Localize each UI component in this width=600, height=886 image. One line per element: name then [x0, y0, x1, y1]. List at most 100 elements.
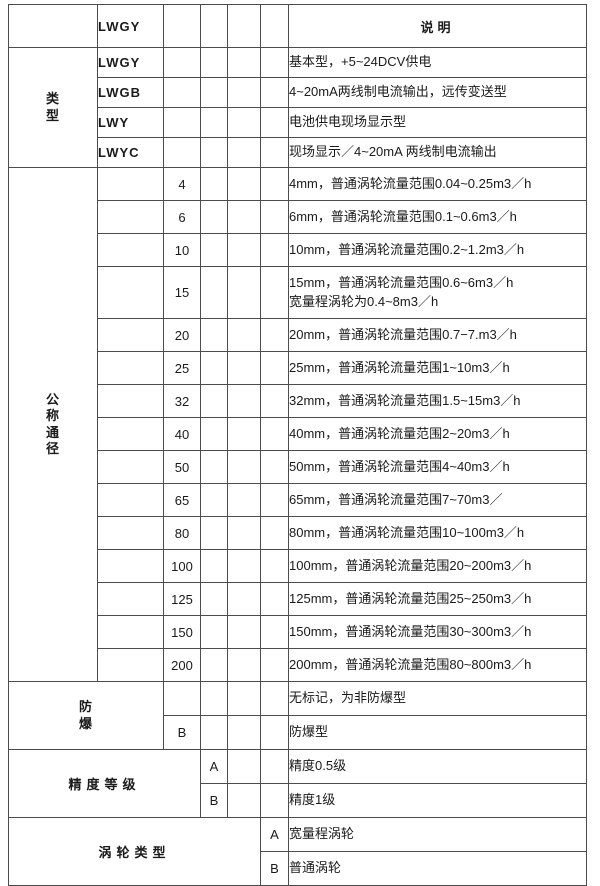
- spacer-cell: [260, 749, 289, 784]
- table-row: 150 150mm，普通涡轮流量范围30~300m3／h: [9, 615, 587, 649]
- spacer-cell: [227, 47, 261, 78]
- spacer-cell: [260, 715, 289, 750]
- table-row: 80 80mm，普通涡轮流量范围10~100m3／h: [9, 516, 587, 550]
- spacer-cell: [260, 200, 289, 234]
- spacer-cell: [227, 200, 261, 234]
- spacer-cell: [97, 516, 164, 550]
- spacer-cell: [260, 77, 289, 108]
- header-spacer-1: [163, 4, 201, 48]
- spacer-cell: [97, 450, 164, 484]
- table-row: 10 10mm，普通涡轮流量范围0.2~1.2m3／h: [9, 233, 587, 267]
- description-cell: 电池供电现场显示型: [288, 107, 587, 138]
- spacer-cell: [200, 47, 228, 78]
- spacer-cell: [200, 516, 228, 550]
- description-cell: 宽量程涡轮: [288, 817, 587, 852]
- code-cell: 125: [163, 582, 201, 616]
- spacer-cell: [260, 615, 289, 649]
- code-cell: B: [163, 715, 201, 750]
- code-cell: 100: [163, 549, 201, 583]
- description-cell: 无标记，为非防爆型: [288, 681, 587, 716]
- code-cell: 32: [163, 384, 201, 418]
- header-spacer-4: [260, 4, 289, 48]
- spacer-cell: [200, 384, 228, 418]
- spacer-cell: [200, 582, 228, 616]
- description-line-1: 15mm，普通涡轮流量范围0.6~6m3／h: [289, 274, 514, 290]
- table-row: B 防爆型: [9, 715, 587, 750]
- spacer-cell: [97, 233, 164, 267]
- spacer-cell: [260, 318, 289, 352]
- description-cell: 现场显示／4~20mA 两线制电流输出: [288, 137, 587, 168]
- spacer-cell: [227, 549, 261, 583]
- header-blank-cell: [8, 4, 98, 48]
- spacer-cell: [200, 266, 228, 319]
- section-label-char: 爆: [78, 715, 93, 731]
- spacer-cell: [260, 167, 289, 201]
- description-cell: 50mm，普通涡轮流量范围4~40m3／h: [288, 450, 587, 484]
- table-row: 类 型 LWGY 基本型，+5~24DCV供电: [8, 47, 587, 168]
- spacer-cell: [260, 107, 289, 138]
- spacer-cell: [163, 137, 201, 168]
- spacer-cell: [97, 318, 164, 352]
- spacer-cell: [200, 715, 228, 750]
- spacer-cell: [227, 417, 261, 451]
- spacer-cell: [200, 167, 228, 201]
- table-header-row: LWGY 说明: [8, 4, 587, 48]
- table-row: B 精度1级: [9, 783, 587, 818]
- spacer-cell: [227, 783, 261, 818]
- spacer-cell: [97, 167, 164, 201]
- spacer-cell: [200, 483, 228, 517]
- spec-table-container: LWGY 说明 类 型 LWGY 基本型，+5~24DCV供电: [0, 4, 600, 886]
- spacer-cell: [260, 549, 289, 583]
- spacer-cell: [227, 582, 261, 616]
- table-row: 65 65mm，普通涡轮流量范围7~70m3／: [9, 483, 587, 517]
- code-cell: B: [200, 783, 228, 818]
- spacer-cell: [260, 516, 289, 550]
- description-cell: 15mm，普通涡轮流量范围0.6~6m3／h 宽量程涡轮为0.4~8m3／h: [288, 266, 587, 319]
- table-row: 涡轮类型 A 宽量程涡轮: [8, 817, 587, 886]
- description-cell: 防爆型: [288, 715, 587, 750]
- spacer-cell: [97, 582, 164, 616]
- spacer-cell: [260, 137, 289, 168]
- table-row: 100 100mm，普通涡轮流量范围20~200m3／h: [9, 549, 587, 583]
- table-row: 40 40mm，普通涡轮流量范围2~20m3／h: [9, 417, 587, 451]
- description-cell: 4mm，普通涡轮流量范围0.04~0.25m3／h: [288, 167, 587, 201]
- code-cell: 150: [163, 615, 201, 649]
- spacer-cell: [227, 384, 261, 418]
- section-label-char: 防: [78, 699, 93, 715]
- description-cell: 精度1级: [288, 783, 587, 818]
- table-row: 精度等级 A 精度0.5级: [8, 749, 587, 818]
- spacer-cell: [200, 681, 228, 716]
- spacer-cell: [227, 715, 261, 750]
- code-cell: LWGY: [97, 47, 164, 78]
- description-cell: 100mm，普通涡轮流量范围20~200m3／h: [288, 549, 587, 583]
- description-cell: 32mm，普通涡轮流量范围1.5~15m3／h: [288, 384, 587, 418]
- spacer-cell: [200, 549, 228, 583]
- spacer-cell: [260, 47, 289, 78]
- spacer-cell: [97, 615, 164, 649]
- spacer-cell: [227, 266, 261, 319]
- code-cell: [163, 681, 201, 716]
- spacer-cell: [200, 318, 228, 352]
- section-label-char: 型: [45, 107, 60, 123]
- section-label-char: 称: [45, 408, 60, 424]
- description-cell: 基本型，+5~24DCV供电: [288, 47, 587, 78]
- description-cell: 125mm，普通涡轮流量范围25~250m3／h: [288, 582, 587, 616]
- code-cell: 4: [163, 167, 201, 201]
- code-cell: 80: [163, 516, 201, 550]
- description-line-2: 宽量程涡轮为0.4~8m3／h: [289, 293, 439, 309]
- code-cell: 200: [163, 648, 201, 682]
- description-cell: 6mm，普通涡轮流量范围0.1~0.6m3／h: [288, 200, 587, 234]
- header-spacer-2: [200, 4, 228, 48]
- section-label-explosion-proof: 防 爆: [8, 681, 164, 750]
- spacer-cell: [227, 107, 261, 138]
- code-cell: LWGB: [97, 77, 164, 108]
- description-cell: 普通涡轮: [288, 851, 587, 886]
- spacer-cell: [260, 483, 289, 517]
- spacer-cell: [97, 200, 164, 234]
- spacer-cell: [200, 200, 228, 234]
- description-cell: 4~20mA两线制电流输出，远传变送型: [288, 77, 587, 108]
- spacer-cell: [97, 266, 164, 319]
- description-cell: 25mm，普通涡轮流量范围1~10m3／h: [288, 351, 587, 385]
- spacer-cell: [200, 417, 228, 451]
- spacer-cell: [227, 77, 261, 108]
